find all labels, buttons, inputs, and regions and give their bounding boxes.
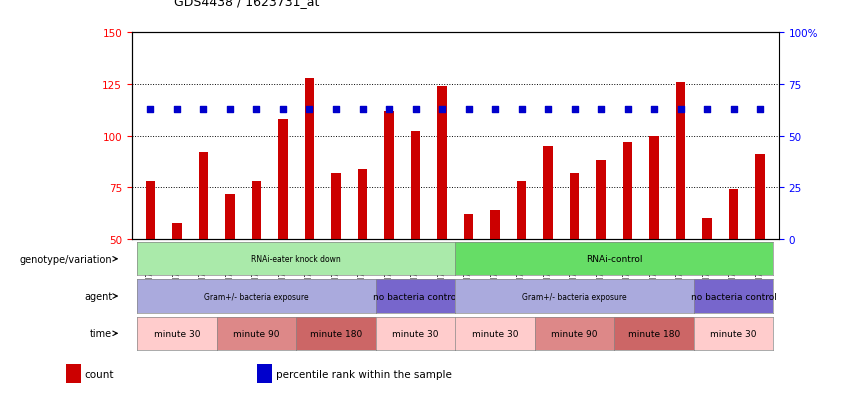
Point bbox=[594, 106, 608, 113]
Bar bbox=[66, 365, 81, 383]
Text: GDS4438 / 1623731_at: GDS4438 / 1623731_at bbox=[174, 0, 320, 8]
Point bbox=[462, 106, 476, 113]
Text: count: count bbox=[85, 369, 114, 379]
Point bbox=[144, 106, 157, 113]
Point bbox=[700, 106, 714, 113]
Point bbox=[515, 106, 528, 113]
Point bbox=[674, 106, 688, 113]
Bar bbox=[649, 136, 659, 240]
Point bbox=[197, 106, 210, 113]
Point bbox=[541, 106, 555, 113]
Bar bbox=[756, 155, 765, 240]
Bar bbox=[226, 194, 235, 240]
Point bbox=[356, 106, 369, 113]
Text: RNAi-control: RNAi-control bbox=[586, 255, 643, 263]
Text: percentile rank within the sample: percentile rank within the sample bbox=[277, 369, 452, 379]
Bar bbox=[544, 147, 552, 240]
Bar bbox=[172, 223, 181, 240]
Text: Gram+/- bacteria exposure: Gram+/- bacteria exposure bbox=[523, 292, 627, 301]
Point bbox=[648, 106, 661, 113]
Point bbox=[568, 106, 581, 113]
Point bbox=[408, 106, 422, 113]
Point bbox=[727, 106, 740, 113]
Bar bbox=[702, 219, 711, 240]
Bar bbox=[729, 190, 739, 240]
Point bbox=[488, 106, 502, 113]
Point bbox=[620, 106, 634, 113]
Bar bbox=[597, 161, 606, 240]
Bar bbox=[278, 120, 288, 240]
Bar bbox=[331, 173, 340, 240]
Point bbox=[753, 106, 767, 113]
Point bbox=[435, 106, 448, 113]
Bar bbox=[676, 83, 685, 240]
Bar bbox=[570, 173, 580, 240]
Point bbox=[223, 106, 237, 113]
Point bbox=[382, 106, 396, 113]
Bar bbox=[358, 169, 367, 240]
Point bbox=[303, 106, 317, 113]
Bar bbox=[623, 142, 632, 240]
Text: minute 90: minute 90 bbox=[551, 329, 597, 338]
Bar bbox=[411, 132, 420, 240]
Bar bbox=[385, 112, 394, 240]
Text: minute 30: minute 30 bbox=[392, 329, 439, 338]
Bar bbox=[257, 365, 272, 383]
Bar bbox=[464, 215, 473, 240]
Bar bbox=[146, 182, 155, 240]
Bar bbox=[305, 78, 314, 240]
Point bbox=[277, 106, 290, 113]
Bar bbox=[199, 153, 208, 240]
Text: minute 30: minute 30 bbox=[471, 329, 518, 338]
Point bbox=[170, 106, 184, 113]
Text: minute 180: minute 180 bbox=[628, 329, 680, 338]
Text: agent: agent bbox=[84, 291, 112, 301]
Text: minute 180: minute 180 bbox=[310, 329, 363, 338]
Text: time: time bbox=[90, 328, 112, 339]
Text: no bacteria control: no bacteria control bbox=[691, 292, 777, 301]
Bar bbox=[437, 87, 447, 240]
Text: Gram+/- bacteria exposure: Gram+/- bacteria exposure bbox=[204, 292, 309, 301]
Text: minute 30: minute 30 bbox=[154, 329, 200, 338]
Text: no bacteria control: no bacteria control bbox=[373, 292, 459, 301]
Bar bbox=[490, 211, 500, 240]
Point bbox=[329, 106, 343, 113]
Text: minute 30: minute 30 bbox=[711, 329, 757, 338]
Bar bbox=[252, 182, 261, 240]
Bar bbox=[517, 182, 526, 240]
Text: genotype/variation: genotype/variation bbox=[20, 254, 112, 264]
Point bbox=[249, 106, 263, 113]
Text: minute 90: minute 90 bbox=[233, 329, 280, 338]
Text: RNAi-eater knock down: RNAi-eater knock down bbox=[251, 255, 341, 263]
